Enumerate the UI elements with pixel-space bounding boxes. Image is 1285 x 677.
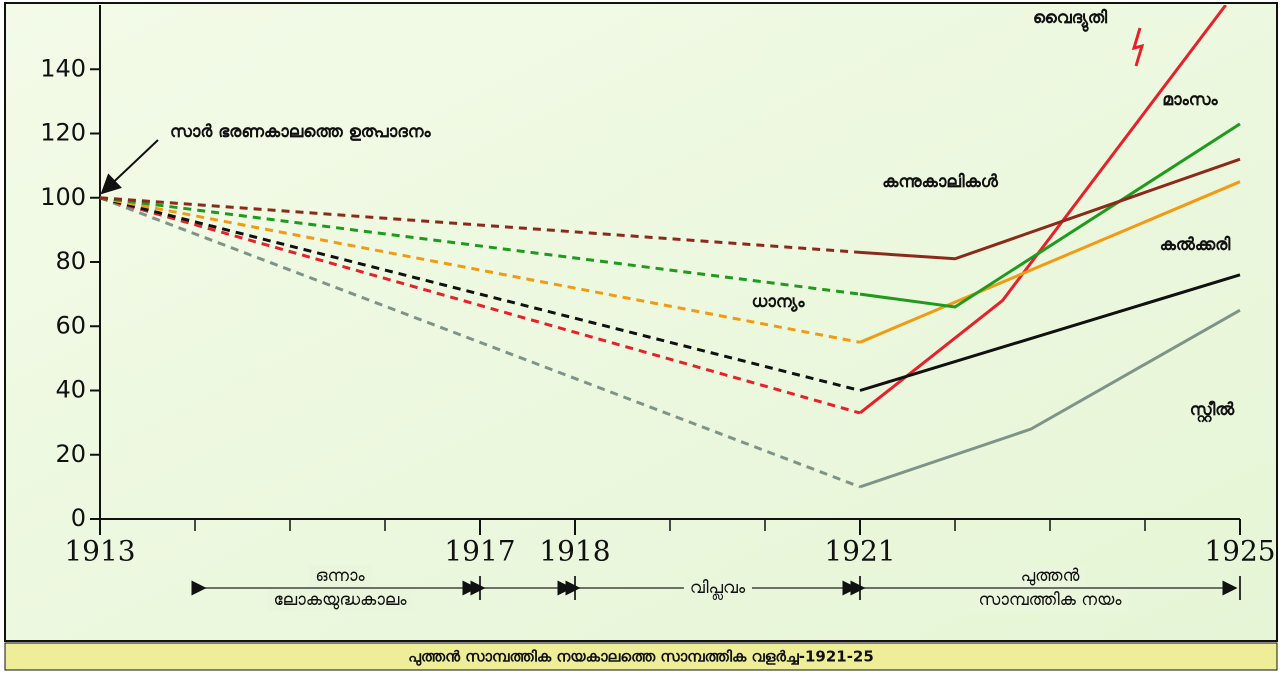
caption: പുത്തൻ സാമ്പത്തിക നയകാലത്തെ സാമ്പത്തിക വ… <box>408 648 874 668</box>
x-tick-label: 1913 <box>64 535 135 568</box>
series-label: സ്റ്റീൽ <box>1190 400 1235 422</box>
y-tick-label: 40 <box>55 376 86 404</box>
x-tick-label: 1925 <box>1204 535 1275 568</box>
series-label: ധാന്യം <box>752 292 806 312</box>
x-tick-label: 1921 <box>824 535 895 568</box>
y-tick-label: 0 <box>71 504 86 532</box>
period-label: ഒന്നാം <box>315 566 365 586</box>
series-label: മാംസം <box>1162 90 1218 110</box>
y-tick-label: 60 <box>55 311 86 339</box>
y-tick-label: 80 <box>55 247 86 275</box>
period-label: സാമ്പത്തിക നയം <box>978 590 1122 610</box>
series-label: കന്നുകാലികൾ <box>882 172 999 192</box>
y-tick-label: 120 <box>40 119 86 147</box>
period-label: വിപ്ലവം <box>690 578 746 600</box>
period-label: ലോകയുദ്ധകാലം <box>274 590 408 610</box>
y-tick-label: 100 <box>40 183 86 211</box>
series-label: കൽക്കരി <box>1160 235 1231 255</box>
y-tick-label: 140 <box>40 54 86 82</box>
y-tick-label: 20 <box>55 440 86 468</box>
x-tick-label: 1918 <box>539 535 610 568</box>
annotation: സാർ ഭരണകാലത്തെ ഉത്പാദനം <box>170 122 431 142</box>
x-tick-label: 1917 <box>444 535 515 568</box>
chart: പുത്തൻ സാമ്പത്തിക നയകാലത്തെ സാമ്പത്തിക വ… <box>0 0 1285 673</box>
period-label: പുത്തൻ <box>1021 566 1080 586</box>
